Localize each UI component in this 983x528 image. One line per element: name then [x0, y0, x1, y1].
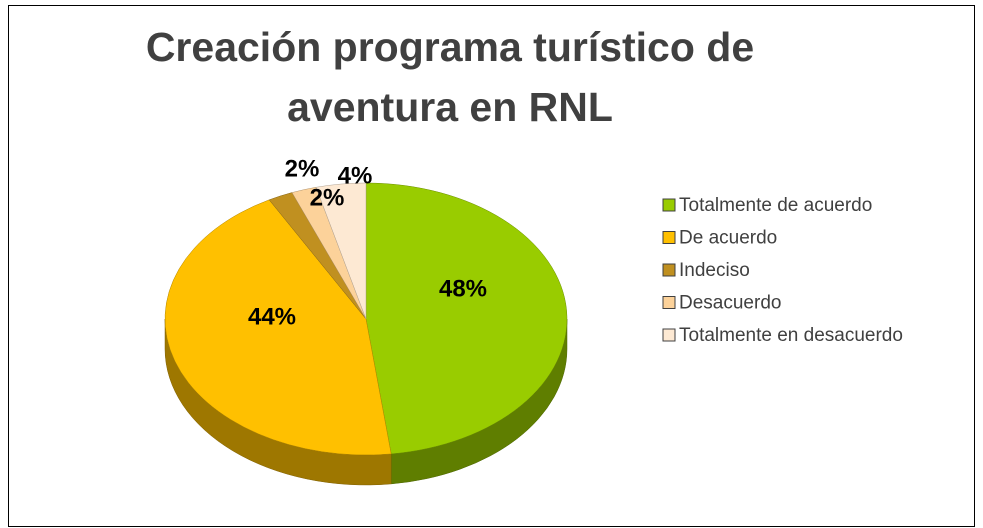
legend-label: Totalmente en desacuerdo	[679, 325, 903, 346]
chart-title: aventura en RNL	[287, 84, 613, 130]
legend-swatch	[662, 296, 676, 309]
legend-swatch	[662, 198, 676, 212]
data-label: 2%	[285, 155, 320, 182]
legend-label: Desacuerdo	[679, 293, 781, 314]
legend-swatch	[662, 263, 676, 277]
legend-label: Indeciso	[679, 260, 750, 281]
legend-label: De acuerdo	[679, 228, 777, 249]
chart-title: Creación programa turístico de	[146, 24, 754, 70]
pie-slice	[164, 199, 392, 456]
legend-label: Totalmente de acuerdo	[679, 195, 872, 216]
pie-slice	[365, 182, 568, 455]
legend-swatch	[662, 231, 676, 244]
data-label: 48%	[439, 275, 487, 302]
pie-slice	[315, 182, 367, 320]
legend-swatch	[662, 328, 676, 342]
data-label: 2%	[310, 184, 345, 211]
data-label: 4%	[338, 162, 373, 189]
data-label: 44%	[248, 303, 296, 330]
